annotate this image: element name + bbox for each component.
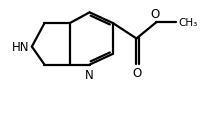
Text: N: N [85, 68, 94, 81]
Text: CH₃: CH₃ [178, 18, 197, 28]
Text: O: O [133, 66, 142, 79]
Text: O: O [151, 8, 160, 21]
Text: HN: HN [12, 41, 29, 54]
